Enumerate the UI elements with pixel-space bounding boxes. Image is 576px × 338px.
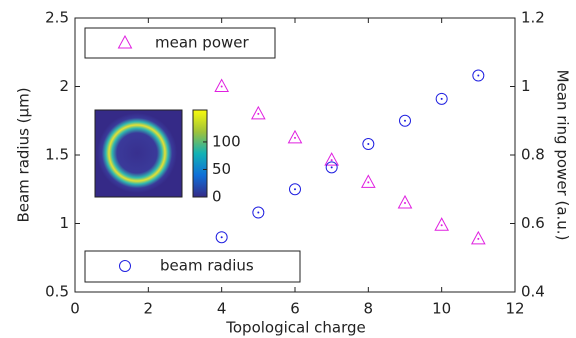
point-center (221, 86, 223, 88)
y2-tick-label: 1 (521, 77, 531, 95)
x-tick-label: 8 (364, 300, 374, 318)
y2-tick-label: 0.4 (521, 283, 545, 301)
point-center (331, 166, 333, 168)
colorbar-tick-label: 50 (212, 160, 231, 178)
point-center (441, 98, 443, 100)
y-tick-label: 1 (59, 214, 69, 232)
x-tick-label: 10 (432, 300, 451, 318)
x-tick-label: 6 (290, 300, 300, 318)
colorbar-tick-label: 100 (212, 132, 241, 150)
point-center (331, 159, 333, 161)
x-axis-label: Topological charge (225, 319, 366, 337)
point-center (367, 143, 369, 145)
legend-label: beam radius (160, 257, 254, 275)
inset-image (95, 110, 207, 197)
y2-axis-label: Mean ring power (a.u.) (554, 70, 572, 241)
point-center (367, 181, 369, 183)
point-center (477, 238, 479, 240)
x-tick-label: 0 (70, 300, 80, 318)
y2-tick-label: 0.8 (521, 146, 545, 164)
point-center (404, 202, 406, 204)
y-tick-label: 2.5 (45, 9, 69, 27)
point-center (257, 212, 259, 214)
y2-tick-label: 0.6 (521, 214, 545, 232)
chart: Topological charge Beam radius (μm) Mean… (0, 0, 576, 338)
y2-tick-label: 1.2 (521, 9, 545, 27)
legend-label: mean power (155, 34, 250, 52)
point-center (404, 120, 406, 122)
point-center (294, 137, 296, 139)
point-center (441, 224, 443, 226)
colorbar-tick-label: 0 (212, 188, 222, 206)
x-tick-label: 2 (144, 300, 154, 318)
point-center (294, 188, 296, 190)
y-tick-label: 0.5 (45, 283, 69, 301)
point-center (477, 75, 479, 77)
point-center (257, 113, 259, 115)
x-tick-label: 12 (505, 300, 524, 318)
y-tick-label: 2 (59, 77, 69, 95)
point-center (221, 236, 223, 238)
x-tick-label: 4 (217, 300, 227, 318)
y-axis-label: Beam radius (μm) (15, 87, 33, 222)
y-tick-label: 1.5 (45, 146, 69, 164)
